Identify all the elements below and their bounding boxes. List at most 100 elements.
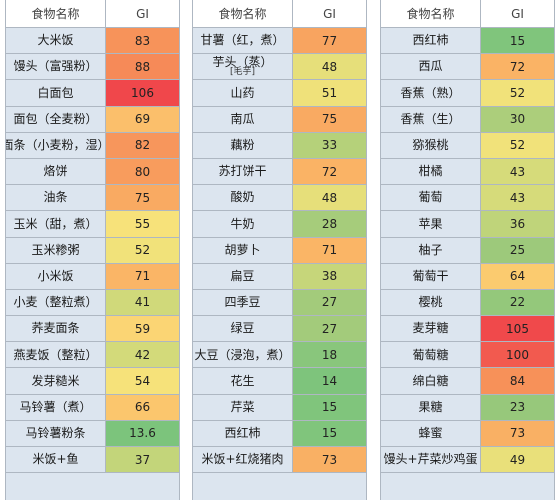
- gi-value: 48: [293, 54, 366, 80]
- food-name-cell: 大豆（浸泡，煮）: [193, 342, 293, 368]
- gi-value: 54: [106, 368, 179, 394]
- gi-value: 64: [481, 263, 554, 289]
- table-row: 柑橘 43: [381, 158, 554, 186]
- table-row: 芋头（蒸） [毛芋] 48: [193, 54, 366, 81]
- gi-value: 71: [106, 263, 179, 289]
- food-name-cell: 葡萄: [381, 185, 481, 211]
- food-name-cell: 扁豆: [193, 263, 293, 289]
- table-row: 藕粉 33: [193, 132, 366, 159]
- food-name-cell: 甘薯（红，煮）: [193, 28, 293, 54]
- table-row: 麦芽糖 105: [381, 316, 554, 343]
- food-name-cell: 绵白糖: [381, 368, 481, 394]
- food-name-cell: 燕麦饭（整粒）: [6, 342, 106, 368]
- table-header: 食物名称 GI: [6, 0, 179, 28]
- gi-value: 72: [293, 158, 366, 185]
- table-row: 大豆（浸泡，煮） 18: [193, 342, 366, 369]
- food-name: 大豆（浸泡，煮）: [194, 347, 291, 362]
- table-row: 苏打饼干 72: [193, 158, 366, 186]
- food-name-cell: 发芽糙米: [6, 368, 106, 394]
- gi-value: 73: [481, 420, 554, 446]
- table-row: 四季豆 27: [193, 289, 366, 317]
- table-row: 玉米糁粥 52: [6, 237, 179, 264]
- gi-value: 48: [293, 185, 366, 211]
- gi-value: 15: [293, 420, 366, 446]
- food-name: 西红柿: [412, 33, 449, 48]
- food-name-cell: 香蕉（熟）: [381, 80, 481, 106]
- table-row: 米饭+鱼 37: [6, 447, 179, 474]
- gi-value: 18: [293, 342, 366, 368]
- food-name: 绵白糖: [412, 373, 449, 388]
- gi-value: 75: [293, 106, 366, 132]
- food-name-cell: 樱桃: [381, 289, 481, 316]
- food-name: 绿豆: [230, 321, 255, 336]
- food-name-cell: 苏打饼干: [193, 158, 293, 185]
- food-name: 山药: [230, 85, 255, 100]
- gi-value: 33: [293, 132, 366, 158]
- gi-value: 14: [293, 368, 366, 394]
- table-row: 香蕉（熟） 52: [381, 80, 554, 107]
- food-name: 大米饭: [37, 33, 74, 48]
- food-name: 西红柿: [224, 426, 261, 441]
- food-name: 米饭+鱼: [32, 452, 79, 467]
- food-name-cell: 玉米糁粥: [6, 237, 106, 263]
- table-row: 柚子 25: [381, 237, 554, 264]
- gi-value: 52: [481, 80, 554, 106]
- food-name: 樱桃: [418, 295, 443, 310]
- food-name-cell: 马铃薯（煮）: [6, 394, 106, 420]
- table-row: 马铃薯（煮） 66: [6, 394, 179, 421]
- food-name: 香蕉（熟）: [400, 85, 461, 100]
- food-name-cell: 荞麦面条: [6, 316, 106, 342]
- gi-value: 84: [481, 368, 554, 394]
- table-row: 蜂蜜 73: [381, 420, 554, 447]
- food-name-cell: 葡萄干: [381, 263, 481, 289]
- gi-value: 71: [293, 237, 366, 263]
- food-name: 馒头+芹菜炒鸡蛋: [383, 452, 478, 467]
- table-row: 大米饭 83: [6, 28, 179, 55]
- gi-value: 72: [481, 54, 554, 80]
- food-name: 扁豆: [230, 268, 255, 283]
- gi-value: 25: [481, 237, 554, 263]
- food-name: 烙饼: [43, 164, 68, 179]
- gi-value: 43: [481, 185, 554, 211]
- gi-value: 41: [106, 289, 179, 316]
- food-name: 玉米（甜，煮）: [13, 216, 98, 231]
- table-row: 西瓜 72: [381, 54, 554, 81]
- food-name-cell: 马铃薯粉条: [6, 420, 106, 446]
- food-name-cell: 米饭+红烧猪肉: [193, 447, 293, 473]
- table-header: 食物名称 GI: [381, 0, 554, 28]
- food-name: 芹菜: [230, 399, 255, 414]
- food-name-cell: 葡萄糖: [381, 342, 481, 368]
- table-row: 葡萄 43: [381, 185, 554, 212]
- gi-value: 52: [106, 237, 179, 263]
- header-gi: GI: [511, 6, 524, 21]
- gi-value: 51: [293, 80, 366, 106]
- food-name-cell: 面包（全麦粉）: [6, 106, 106, 132]
- food-name-cell: 四季豆: [193, 289, 293, 316]
- table-row: 发芽糙米 54: [6, 368, 179, 395]
- gi-value: 27: [293, 316, 366, 342]
- food-name: 麦芽糖: [412, 321, 449, 336]
- table-row: 面条（小麦粉，湿） 82: [6, 132, 179, 159]
- gi-value: 30: [481, 106, 554, 132]
- gi-value: 80: [106, 158, 179, 185]
- table-row: 小麦（整粒煮） 41: [6, 289, 179, 317]
- table-row: 面包（全麦粉） 69: [6, 106, 179, 133]
- gi-value: 73: [293, 447, 366, 473]
- gi-value: 43: [481, 158, 554, 185]
- food-name-cell: 小麦（整粒煮）: [6, 289, 106, 316]
- gi-value: 22: [481, 289, 554, 316]
- table-row: 油条 75: [6, 185, 179, 212]
- food-name-cell: 花生: [193, 368, 293, 394]
- gi-value: 106: [106, 80, 179, 106]
- food-name: 燕麦饭（整粒）: [13, 347, 98, 362]
- gi-value: 23: [481, 394, 554, 420]
- gi-value: 36: [481, 211, 554, 237]
- table-row: 花生 14: [193, 368, 366, 395]
- food-name-cell: 麦芽糖: [381, 316, 481, 342]
- gi-value: 88: [106, 54, 179, 80]
- food-name-cell: 米饭+鱼: [6, 447, 106, 473]
- food-name-cell: 大米饭: [6, 28, 106, 54]
- food-name-cell: 酸奶: [193, 185, 293, 211]
- gi-value: 37: [106, 447, 179, 473]
- table-row: 胡萝卜 71: [193, 237, 366, 264]
